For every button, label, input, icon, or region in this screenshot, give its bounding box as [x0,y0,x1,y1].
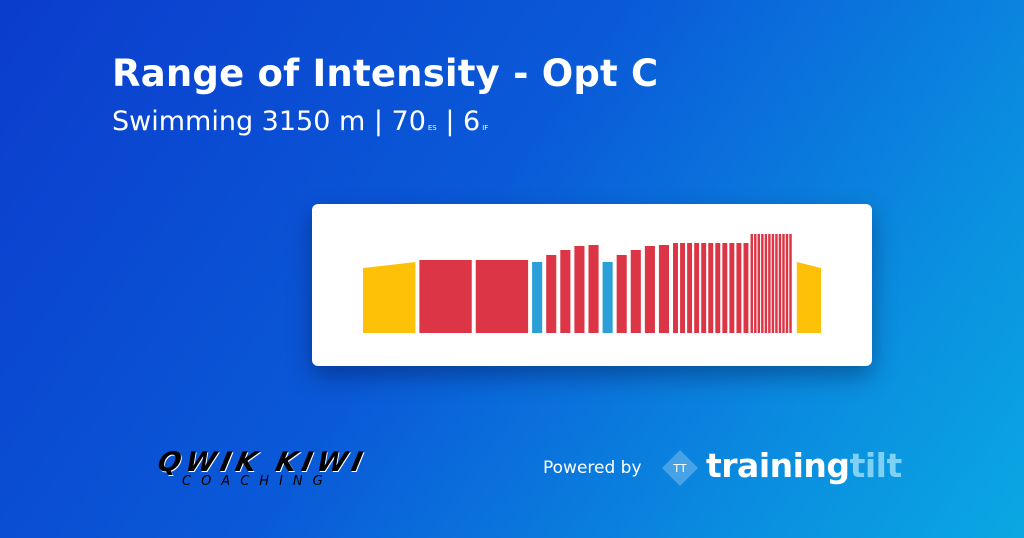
interval-bar [778,234,782,333]
interval-bar [708,243,714,333]
interval-bar [630,250,641,333]
workout-chart [363,234,821,333]
interval-bar [722,243,728,333]
interval-bar [761,234,764,333]
interval-bar [532,262,543,333]
interval-bar [673,243,678,333]
diamond [662,450,698,486]
interval-bar [750,234,754,333]
workout-card [312,204,872,366]
interval-bar [363,262,416,333]
summary: Swimming 3150 m | 70 [112,106,426,137]
interval-bar [768,234,771,333]
interval-bar [602,262,613,333]
coach-logo: QWIK KIWI COACHING [128,447,400,489]
interval-bar [616,255,627,333]
if-value: | 6 [445,106,481,137]
brand-main: training [706,446,850,485]
brand-icon-shape: TT [662,450,698,486]
interval-bar [644,246,655,333]
brand-accent: tilt [849,446,903,485]
es-label: ES [427,124,437,132]
interval-bar [736,243,742,333]
brand-icon: TT [660,448,700,488]
interval-bar [475,260,529,333]
interval-bar [687,243,693,333]
interval-bar [715,243,721,333]
interval-bar [560,250,571,333]
interval-bar [729,243,735,333]
interval-bar [789,234,792,333]
interval-bar [796,262,821,333]
interval-bar [743,243,749,333]
title: Range of Intensity - Opt C [112,52,659,95]
interval-bar [764,234,768,333]
interval-bar [701,243,707,333]
coach-subtitle: COACHING [182,474,333,489]
interval-bar [782,234,785,333]
interval-bar [588,245,599,333]
interval-bar [680,243,686,333]
interval-bar [771,234,775,333]
powered-by: Powered by [543,458,642,478]
coach-name: QWIK KIWI [154,447,371,478]
interval-bar [785,234,789,333]
interval-bar [775,234,778,333]
interval-bar [546,255,557,333]
interval-bar [574,246,585,333]
if-label: IF [482,124,489,132]
interval-bar [754,234,757,333]
brand-icon-text: TT [672,462,687,475]
interval-bar [419,260,472,333]
interval-bar [694,243,700,333]
brand: trainingtilt [706,446,902,485]
interval-bar [658,245,670,333]
interval-bar [757,234,761,333]
subtitle: Swimming 3150 m | 70 ES | 6 IF [112,106,488,137]
